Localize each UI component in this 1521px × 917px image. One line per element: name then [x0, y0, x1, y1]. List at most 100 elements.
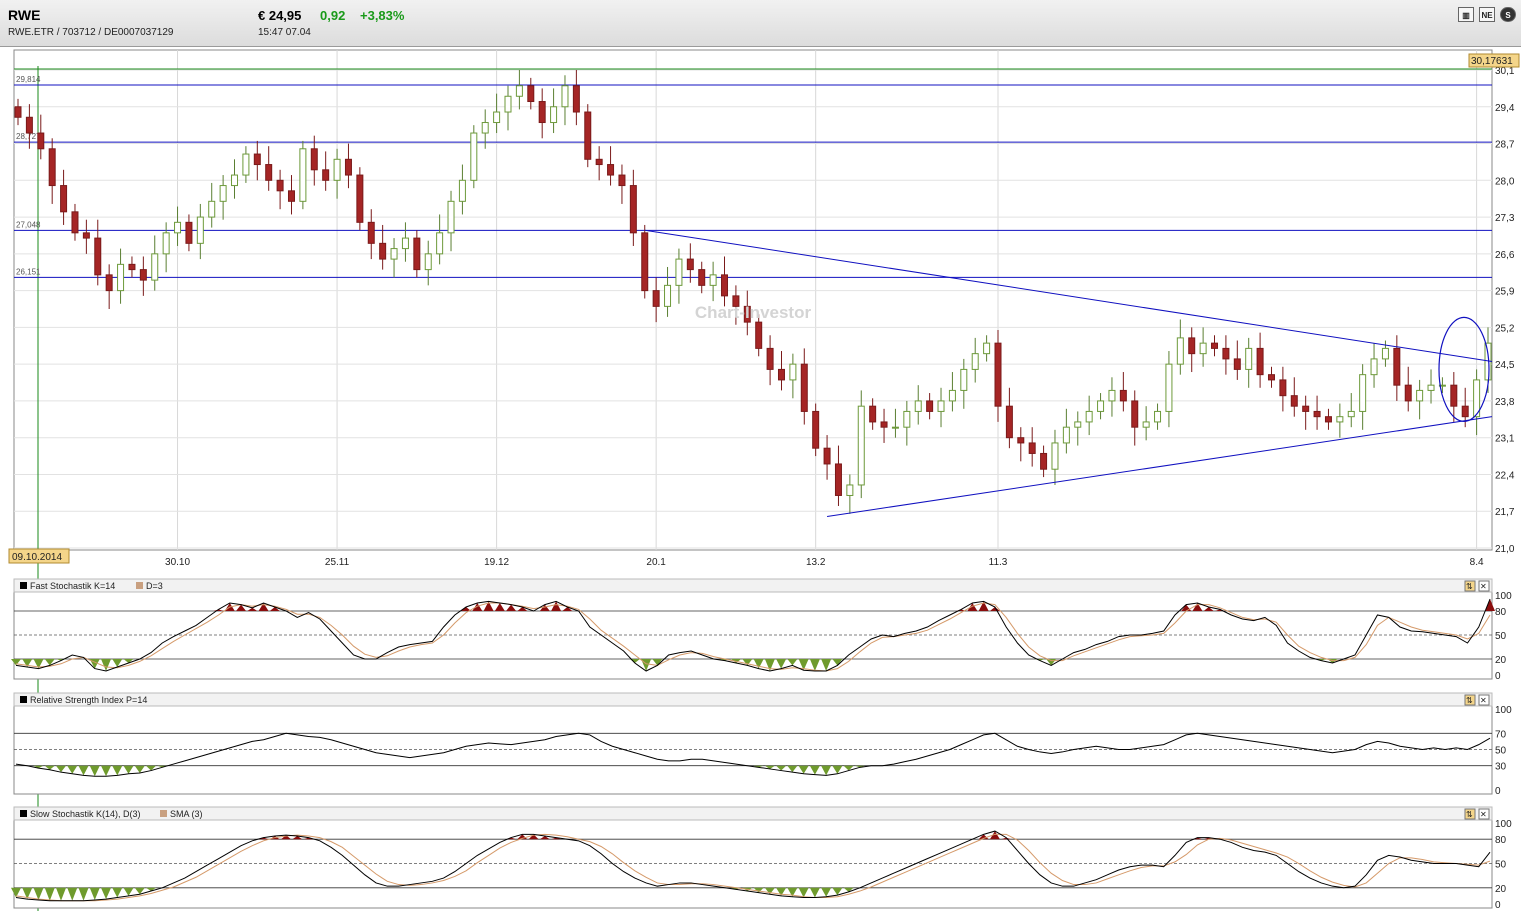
indicator-y-tick-label: 50 [1495, 860, 1507, 871]
candle-down [105, 274, 113, 292]
candle-up [219, 185, 227, 202]
candle-down [356, 174, 364, 223]
news-icon[interactable]: NE [1479, 7, 1495, 22]
candle-up [1062, 426, 1070, 444]
candle-down [322, 169, 330, 181]
last-price-box [1468, 53, 1520, 68]
candle-down [1040, 452, 1048, 470]
candle-down [265, 164, 273, 181]
candle-down [766, 347, 774, 370]
candle-up [242, 153, 250, 176]
candle-down [1313, 410, 1321, 418]
y-tick-label: 21,7 [1495, 507, 1515, 518]
panel-expand-icon: ⇅ [1466, 582, 1473, 591]
candle-up [857, 405, 865, 486]
indicator-y-tick-label: 20 [1495, 655, 1507, 666]
indicator-y-tick-label: 100 [1495, 591, 1512, 602]
candle-down [869, 405, 877, 423]
indicator-y-tick-label: 20 [1495, 884, 1507, 895]
candle-up [709, 274, 717, 286]
candle-down [48, 148, 56, 187]
indicator-panel-frame [13, 806, 1493, 909]
candle-down [1119, 389, 1127, 402]
candle-down [1188, 337, 1196, 355]
indicator-title: Slow Stochastik K(14), D(3) [30, 809, 141, 819]
panel-expand-button [1464, 808, 1476, 820]
candle-down [584, 111, 592, 160]
candle-down [94, 237, 102, 276]
candle-down [926, 400, 934, 412]
panel-close-button [1478, 580, 1490, 592]
candle-down [834, 463, 842, 496]
candle-up [208, 200, 216, 218]
candle-up [515, 85, 523, 97]
candle-up [1085, 410, 1093, 423]
candle-up [675, 258, 683, 286]
candle-up [1473, 379, 1481, 418]
candle-up [504, 95, 512, 113]
candle-up [231, 174, 239, 187]
candle-down [1404, 384, 1412, 402]
symbol-title: RWE [8, 7, 41, 23]
candle-up [1108, 389, 1116, 402]
candle-up [891, 426, 899, 429]
panel-close-button [1478, 808, 1490, 820]
oversold-fill [11, 887, 854, 901]
y-tick-label: 30,1 [1495, 66, 1515, 77]
candle-up [561, 85, 569, 108]
candle-up [117, 263, 125, 292]
candle-down [880, 421, 888, 428]
candle-up [1427, 384, 1435, 391]
settings-icon[interactable]: S [1500, 7, 1516, 22]
indicator-title: Fast Stochastik K=14 [30, 581, 115, 591]
candle-down [732, 295, 740, 307]
candle-up [196, 216, 204, 244]
candle-down [629, 185, 637, 234]
indicator-y-tick-label: 0 [1495, 671, 1501, 682]
indicator-legend-label: D=3 [146, 581, 163, 591]
legend-swatch [160, 810, 167, 817]
candle-down [1211, 342, 1219, 349]
level-label: 29,814 [16, 75, 41, 84]
candle-up [846, 484, 854, 496]
candle-down [276, 179, 284, 192]
candle-down [721, 274, 729, 297]
candle-down [1256, 347, 1264, 376]
level-label: 26,151 [16, 267, 41, 276]
candle-down [139, 269, 147, 281]
candle-up [1097, 400, 1105, 412]
candle-up [983, 342, 991, 355]
candle-up [458, 179, 466, 202]
y-tick-label: 25,9 [1495, 287, 1515, 298]
candle-up [1438, 384, 1446, 387]
candle-up [299, 148, 307, 202]
x-tick-label: 8.4 [1470, 557, 1484, 568]
candle-down [777, 368, 785, 381]
signal-line [15, 602, 1491, 672]
y-tick-label: 23,8 [1495, 397, 1515, 408]
candle-up [937, 400, 945, 412]
candle-down [1279, 379, 1287, 397]
indicator-y-tick-label: 30 [1495, 762, 1507, 773]
oversold-fill [33, 765, 865, 777]
last-price: € 24,95 [258, 8, 302, 23]
candle-up [447, 200, 455, 234]
candle-up [424, 253, 432, 271]
bar-chart-icon[interactable]: ▥ [1458, 7, 1474, 22]
indicator-line [15, 598, 1491, 672]
upper-trendline [644, 229, 1493, 363]
candle-down [14, 106, 22, 118]
candle-up [1381, 347, 1389, 360]
security-identifiers: RWE.ETR / 703712 / DE0007037129 [8, 27, 174, 38]
candle-down [71, 211, 79, 234]
candle-down [1233, 358, 1241, 370]
candle-down [1017, 437, 1025, 444]
legend-swatch [20, 582, 27, 589]
y-tick-label: 28,0 [1495, 176, 1515, 187]
price-change: 0,92 [320, 8, 346, 23]
candle-up [1336, 416, 1344, 423]
indicator-y-tick-label: 80 [1495, 835, 1507, 846]
candle-down [1222, 347, 1230, 360]
candle-up [664, 284, 672, 307]
watermark: Chart-Investor [695, 303, 812, 322]
